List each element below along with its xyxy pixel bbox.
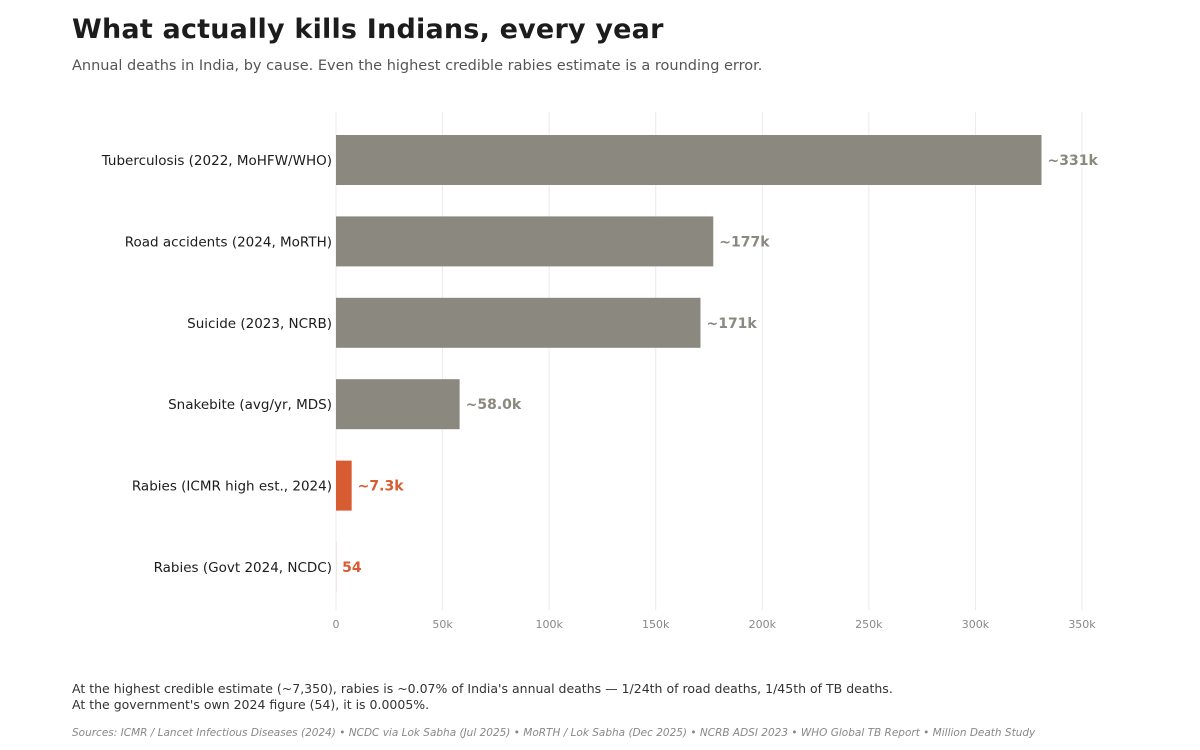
- chart-title: What actually kills Indians, every year: [72, 14, 664, 45]
- footnote-line-1: At the highest credible estimate (~7,350…: [72, 681, 893, 696]
- x-tick-label: 50k: [432, 618, 453, 631]
- x-tick-label: 200k: [749, 618, 777, 631]
- x-tick-label: 350k: [1068, 618, 1096, 631]
- x-tick-label: 100k: [535, 618, 563, 631]
- x-tick-label: 150k: [642, 618, 670, 631]
- category-label: Rabies (Govt 2024, NCDC): [154, 560, 332, 576]
- footnote-line-2: At the government's own 2024 figure (54)…: [72, 697, 430, 712]
- sources-line: Sources: ICMR / Lancet Infectious Diseas…: [72, 727, 1036, 739]
- bar: [336, 135, 1042, 185]
- category-label: Road accidents (2024, MoRTH): [125, 234, 332, 250]
- data-label: ~7.3k: [358, 479, 405, 495]
- bar-chart: 0 50k 100k 150k 200k 250k 300k 350k Tuberculosis…: [101, 112, 1099, 631]
- bar: [336, 297, 701, 348]
- data-label: ~58.0k: [466, 397, 522, 413]
- x-tick-label: 0: [333, 618, 340, 631]
- category-label: Tuberculosis (2022, MoHFW/WHO): [101, 153, 332, 169]
- x-tick-label: 300k: [962, 618, 990, 631]
- data-label: ~331k: [1048, 153, 1099, 169]
- bar: [336, 379, 460, 430]
- x-tick-label: 250k: [855, 618, 883, 631]
- data-label: ~171k: [706, 316, 757, 332]
- bar: [336, 216, 714, 267]
- chart-subtitle: Annual deaths in India, by cause. Even t…: [72, 58, 763, 74]
- category-label: Rabies (ICMR high est., 2024): [132, 479, 332, 495]
- data-label: ~177k: [719, 234, 770, 250]
- category-label: Snakebite (avg/yr, MDS): [168, 397, 332, 413]
- bar: [336, 460, 352, 511]
- data-label: 54: [342, 560, 362, 576]
- category-label: Suicide (2023, NCRB): [187, 316, 332, 332]
